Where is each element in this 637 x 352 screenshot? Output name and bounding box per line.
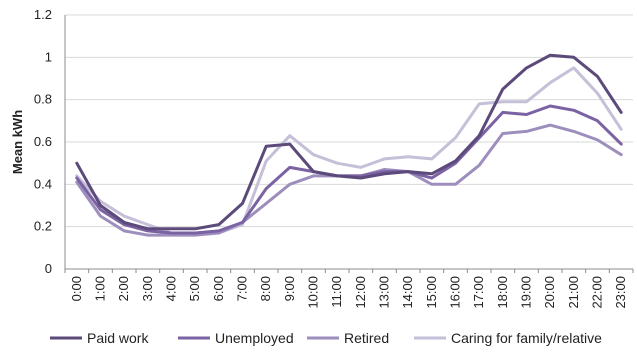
x-tick-label: 17:00 bbox=[471, 276, 486, 309]
x-tick-label: 4:00 bbox=[164, 276, 179, 301]
x-tick-label: 19:00 bbox=[519, 276, 534, 309]
series-line-1 bbox=[75, 104, 623, 235]
y-tick-label: 0 bbox=[45, 261, 52, 276]
x-tick-label: 5:00 bbox=[187, 276, 202, 301]
x-tick-label: 14:00 bbox=[400, 276, 415, 309]
x-tick-label: 15:00 bbox=[424, 276, 439, 309]
gridlines bbox=[65, 14, 633, 228]
x-tick-label: 10:00 bbox=[306, 276, 321, 309]
x-tick-labels: 0:00 1:00 2:00 3:00 4:00 5:00 6:00 7:00 8:00 9:00… bbox=[69, 276, 628, 309]
legend-label: Retired bbox=[344, 330, 389, 346]
x-tick-label: 21:00 bbox=[566, 276, 581, 309]
x-tick-label: 18:00 bbox=[495, 276, 510, 309]
series-line-3 bbox=[75, 66, 623, 235]
x-tick-label: 2:00 bbox=[116, 276, 131, 301]
y-tick-label: 1 bbox=[45, 49, 52, 64]
x-tick-label: 13:00 bbox=[377, 276, 392, 309]
y-tick-label: 0.6 bbox=[34, 134, 52, 149]
x-tick-label: 22:00 bbox=[590, 276, 605, 309]
series-lines bbox=[75, 53, 623, 237]
x-tick-label: 20:00 bbox=[542, 276, 557, 309]
axes bbox=[64, 15, 634, 273]
x-tick-label: 9:00 bbox=[282, 276, 297, 301]
x-tick-label: 8:00 bbox=[258, 276, 273, 301]
y-tick-labels: 0 0.2 0.4 0.6 0.8 1 1.2 bbox=[34, 7, 52, 276]
x-tick-label: 12:00 bbox=[353, 276, 368, 309]
legend: Paid work Unemployed Retired Caring for fam… bbox=[50, 330, 602, 346]
y-tick-label: 1.2 bbox=[34, 7, 52, 22]
x-tick-label: 6:00 bbox=[211, 276, 226, 301]
y-tick-label: 0.8 bbox=[34, 92, 52, 107]
legend-label: Caring for family/relative bbox=[451, 330, 602, 346]
x-tick-label: 11:00 bbox=[329, 276, 344, 308]
x-tick-label: 0:00 bbox=[69, 276, 84, 301]
legend-label: Unemployed bbox=[215, 330, 294, 346]
x-tick-label: 1:00 bbox=[93, 276, 108, 301]
y-tick-label: 0.4 bbox=[34, 176, 52, 191]
series-line-0 bbox=[75, 53, 623, 231]
y-tick-label: 0.2 bbox=[34, 219, 52, 234]
x-tick-label: 7:00 bbox=[235, 276, 250, 301]
x-tick-label: 3:00 bbox=[140, 276, 155, 301]
y-axis-title: Mean kWh bbox=[10, 110, 25, 174]
x-tick-label: 23:00 bbox=[613, 276, 628, 309]
x-tick-label: 16:00 bbox=[448, 276, 463, 309]
legend-label: Paid work bbox=[87, 330, 149, 346]
